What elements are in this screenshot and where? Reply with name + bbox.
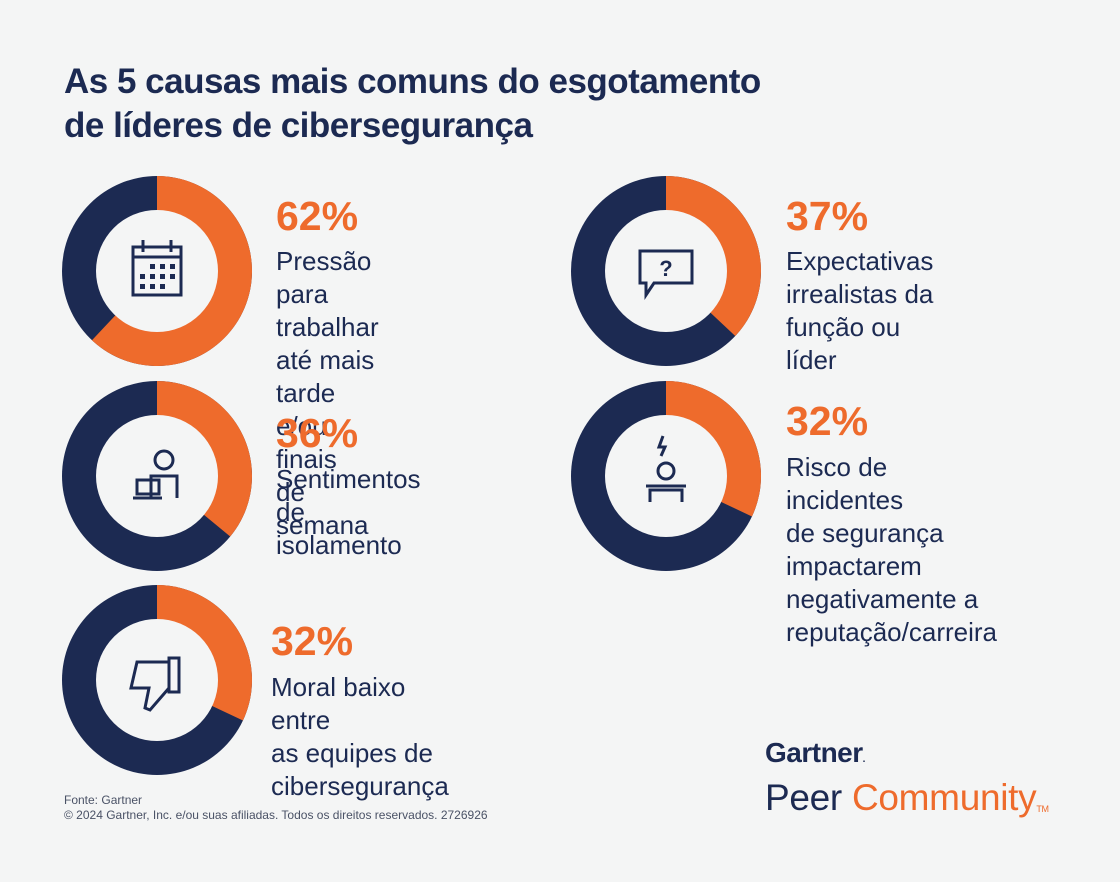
- title-line-1: As 5 causas mais comuns do esgotamento: [64, 62, 761, 101]
- donut-hole: [96, 415, 218, 537]
- peer-community-logo: Peer CommunityTM: [765, 777, 1049, 819]
- stat-description-line: de semana: [276, 477, 369, 540]
- stat-description-line: Pressão para: [276, 246, 372, 309]
- stat-description-line: Expectativas: [786, 246, 934, 276]
- copyright-note: © 2024 Gartner, Inc. e/ou suas afiliadas…: [64, 808, 488, 822]
- stat-description-line: trabalhar até mais: [276, 312, 379, 375]
- stat-percent: 37%: [786, 193, 869, 239]
- donut-chart-pressure: [62, 176, 253, 366]
- stat-description-line: Risco de incidentes: [786, 452, 904, 515]
- donut-hole: [605, 210, 727, 332]
- donut-chart-isolation: [62, 381, 253, 571]
- community-word: Community: [851, 777, 1037, 818]
- trademark-mark: TM: [1036, 804, 1049, 814]
- stat-description: Expectativas irrealistas da função ou lí…: [786, 245, 933, 377]
- donut-chart-reputation-risk: [571, 381, 762, 571]
- stat-percent: 36%: [276, 410, 359, 456]
- stat-description-line: tarde e/ou finais: [276, 378, 337, 474]
- stat-description-line: de segurança: [786, 518, 944, 548]
- stat-percent: 32%: [786, 398, 869, 444]
- title-line-2: de líderes de cibersegurança: [64, 106, 533, 145]
- donut-hole: [605, 415, 727, 537]
- stat-description-line: Moral baixo entre: [271, 672, 406, 735]
- donut-chart-low-morale: [62, 585, 253, 775]
- donut-hole: [96, 210, 218, 332]
- stat-description-line: as equipes de: [271, 738, 433, 768]
- gartner-wordmark: Gartner: [765, 737, 863, 768]
- source-note: Fonte: Gartner: [64, 793, 143, 807]
- stat-description-line: de isolamento: [276, 497, 402, 560]
- stat-description: Risco de incidentes de segurança impacta…: [786, 451, 997, 649]
- stat-description-line: cibersegurança: [271, 771, 449, 801]
- stat-percent: 32%: [271, 618, 354, 664]
- stat-description: Moral baixo entre as equipes de ciberseg…: [271, 671, 449, 803]
- donut-chart-expectations: [571, 176, 761, 366]
- stat-description-line: reputação/carreira: [786, 617, 997, 647]
- stat-description-line: negativamente a: [786, 584, 979, 614]
- stat-description-line: impactarem: [786, 551, 922, 581]
- stat-description: Sentimentos de isolamento: [276, 463, 421, 562]
- footer-notes: Fonte: Gartner © 2024 Gartner, Inc. e/ou…: [64, 793, 488, 823]
- peer-word: Peer: [765, 777, 842, 818]
- page-title: As 5 causas mais comuns do esgotamento d…: [64, 60, 964, 148]
- stat-percent: 62%: [276, 193, 359, 239]
- donut-hole: [96, 619, 218, 741]
- stat-description-line: irrealistas da: [786, 279, 934, 309]
- gartner-logo: Gartner.: [765, 737, 866, 769]
- stat-description-line: Sentimentos: [276, 464, 421, 494]
- gartner-dot: .: [862, 754, 866, 765]
- stat-description: Pressão para trabalhar até mais tarde e/…: [276, 245, 379, 542]
- stat-description-line: função ou líder: [786, 312, 901, 375]
